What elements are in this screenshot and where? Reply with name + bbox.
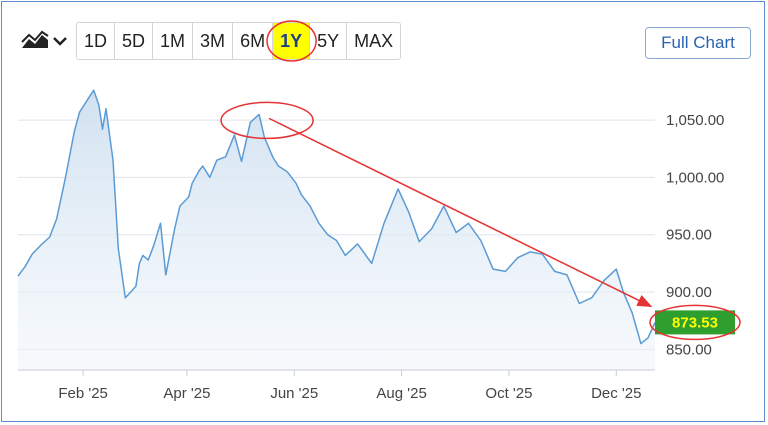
y-tick-label: 900.00: [666, 284, 712, 301]
range-button-3m[interactable]: 3M: [193, 23, 234, 59]
full-chart-button[interactable]: Full Chart: [645, 27, 751, 59]
x-tick-label: Aug '25: [376, 385, 426, 402]
y-tick-label: 950.00: [666, 227, 712, 244]
range-button-1d[interactable]: 1D: [77, 23, 116, 59]
area-chart-icon: [21, 30, 49, 48]
x-tick-label: Dec '25: [591, 385, 641, 402]
y-tick-label: 1,050.00: [666, 112, 724, 129]
range-button-1m[interactable]: 1M: [153, 23, 194, 59]
active-range-circle: [266, 20, 317, 62]
price-highlight-circle: [649, 304, 741, 341]
range-button-max[interactable]: MAX: [354, 31, 394, 51]
y-tick-label: 850.00: [666, 341, 712, 358]
chevron-down-icon: [53, 37, 67, 46]
y-tick-label: 1,000.00: [666, 169, 724, 186]
x-tick-label: Apr '25: [163, 385, 210, 402]
annotation-layer: 873.53: [220, 20, 741, 341]
current-price-label: 873.53: [672, 314, 718, 331]
price-badge: [655, 310, 735, 335]
trend-arrow: [268, 117, 653, 308]
range-button-5y[interactable]: 5Y: [310, 23, 348, 59]
range-button-6m[interactable]: 6M: [233, 23, 274, 59]
x-tick-label: Jun '25: [270, 385, 318, 402]
price-line: [17, 89, 656, 345]
plot-layer: [17, 89, 656, 371]
x-tick-label: Oct '25: [485, 385, 532, 402]
x-tick-label: Feb '25: [58, 385, 108, 402]
axis-layer: 850.00 900.00 950.00 1,000.00 1,050.00 Feb '2…: [18, 112, 724, 402]
range-button-group: 1D 5D 1M 3M 6M 1Y 5Y MAX: [76, 22, 402, 60]
range-button-1y[interactable]: 1Y: [273, 23, 311, 59]
peak-highlight-circle: [220, 101, 314, 140]
range-button-5d[interactable]: 5D: [115, 23, 154, 59]
chart-type-selector[interactable]: [20, 28, 72, 54]
price-area: [18, 90, 655, 371]
